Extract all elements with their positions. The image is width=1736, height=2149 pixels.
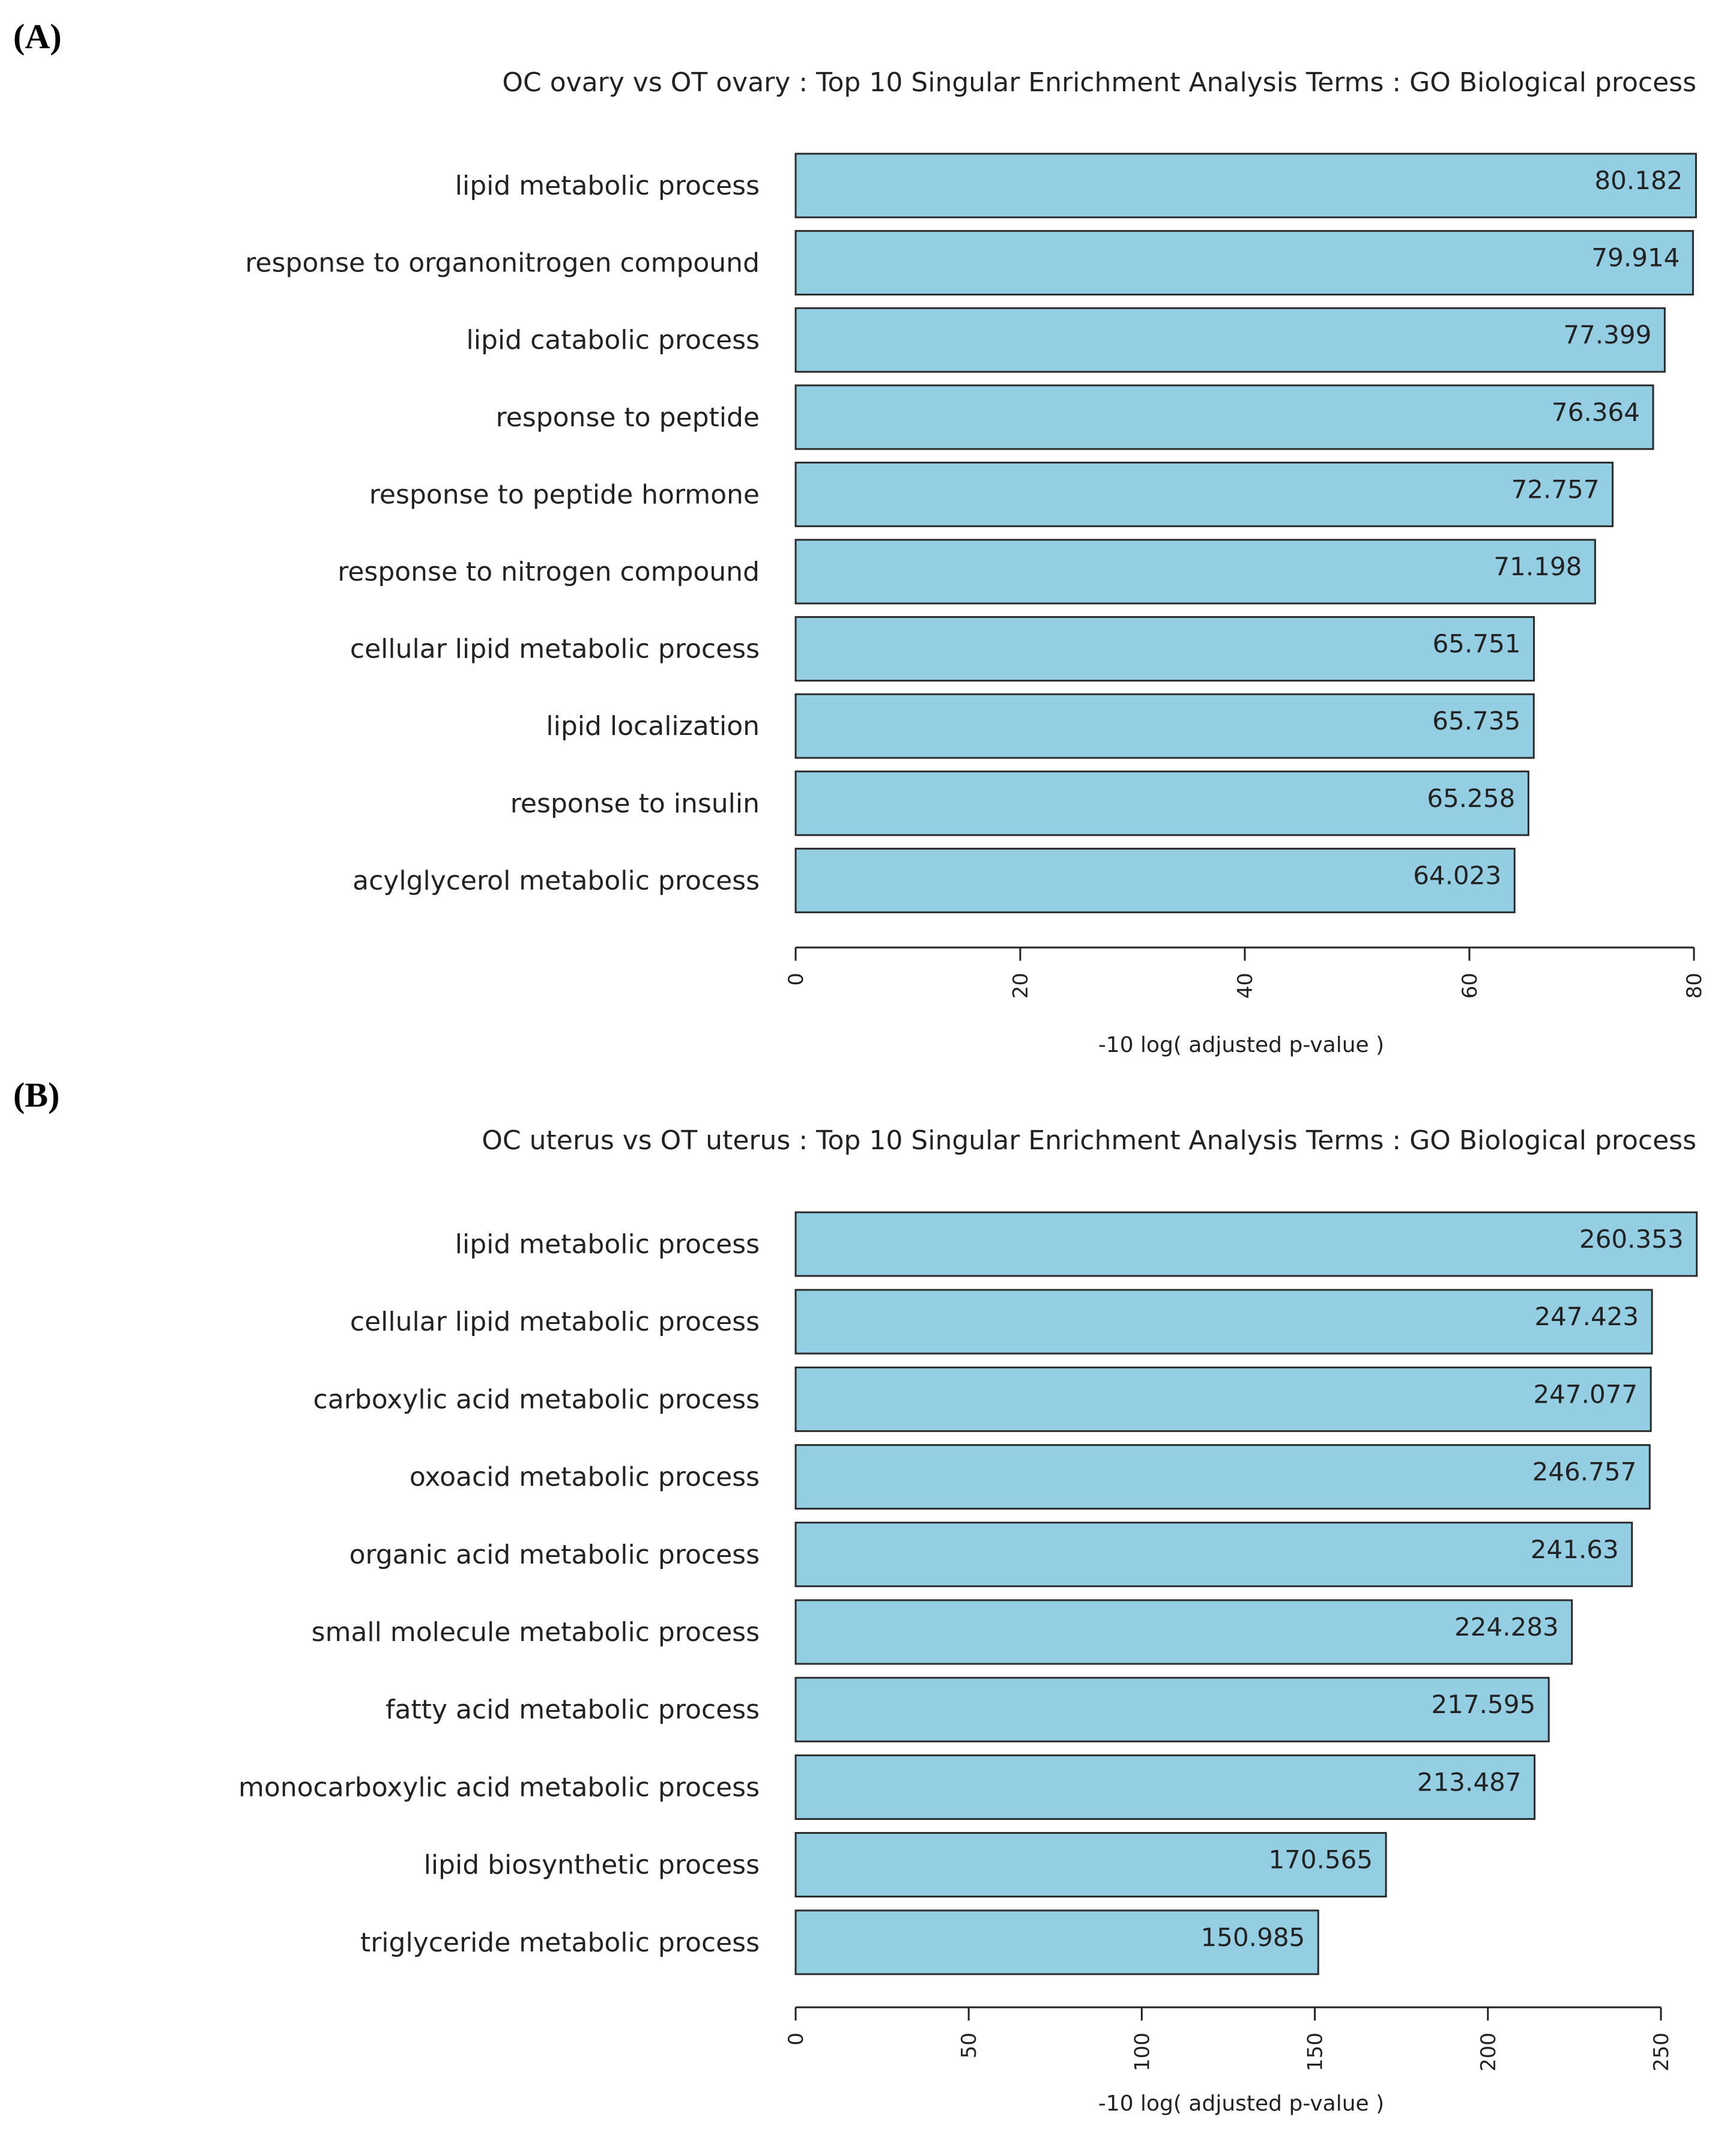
value-label-a-10: 64.023: [1413, 860, 1501, 890]
value-label-b-6: 224.283: [1454, 1612, 1559, 1642]
bar-b-4: [794, 1444, 1651, 1510]
chart-panel-a: lipid metabolic process 80.182 response to…: [245, 153, 1707, 999]
category-label-a-6: response to nitrogen compound: [337, 557, 760, 587]
value-label-a-2: 79.914: [1591, 243, 1680, 273]
category-label-b-4: oxoacid metabolic process: [410, 1462, 760, 1493]
value-label-a-8: 65.735: [1432, 706, 1520, 736]
category-label-a-5: response to peptide hormone: [369, 479, 760, 510]
value-label-a-5: 72.757: [1511, 474, 1600, 504]
value-label-b-4: 246.757: [1532, 1457, 1637, 1487]
value-label-b-2: 247.423: [1534, 1302, 1639, 1331]
panel-label-b: (B): [13, 1075, 59, 1114]
category-label-a-4: response to peptide: [496, 402, 760, 433]
bar-b-10: [794, 1909, 1319, 1975]
x-axis-label-a: -10 log( adjusted p-value ): [1098, 1033, 1384, 1057]
value-label-a-3: 77.399: [1563, 320, 1651, 349]
bar-b-2: [794, 1289, 1653, 1355]
bar-a-3: [794, 307, 1666, 373]
x-tick-label-a-5: 80: [1683, 973, 1707, 999]
category-label-a-3: lipid catabolic process: [467, 325, 760, 355]
value-label-b-3: 247.077: [1533, 1379, 1638, 1409]
x-tick-label-a-2: 20: [1009, 973, 1033, 999]
x-tick-label-a-3: 40: [1233, 973, 1257, 999]
value-label-b-5: 241.63: [1531, 1535, 1619, 1564]
bar-a-6: [794, 539, 1596, 605]
x-tick-label-a-4: 60: [1458, 973, 1482, 999]
chart-title-b: OC uterus vs OT uterus : Top 10 Singular…: [482, 1125, 1696, 1156]
category-label-b-9: lipid biosynthetic process: [424, 1850, 760, 1881]
bar-a-1: [794, 153, 1697, 219]
value-label-b-9: 170.565: [1268, 1845, 1373, 1875]
value-label-b-10: 150.985: [1201, 1923, 1305, 1952]
x-axis-label-b: -10 log( adjusted p-value ): [1098, 2091, 1384, 2116]
category-label-a-10: acylglycerol metabolic process: [352, 865, 760, 896]
x-tick-label-a-1: 0: [784, 973, 808, 986]
value-label-a-4: 76.364: [1552, 397, 1640, 427]
x-tick-label-b-1: 0: [784, 2033, 808, 2046]
category-label-a-9: response to insulin: [510, 788, 760, 819]
bar-b-7: [794, 1676, 1550, 1742]
x-tick-label-b-2: 50: [957, 2033, 981, 2058]
x-tick-label-b-6: 250: [1650, 2033, 1674, 2072]
bar-b-9: [794, 1832, 1387, 1898]
category-label-a-7: cellular lipid metabolic process: [350, 634, 760, 665]
value-label-a-6: 71.198: [1493, 552, 1582, 581]
category-label-b-7: fatty acid metabolic process: [386, 1694, 760, 1725]
category-label-b-10: triglyceride metabolic process: [360, 1927, 760, 1958]
value-label-b-8: 213.487: [1417, 1767, 1522, 1797]
bar-a-4: [794, 384, 1654, 450]
category-label-a-8: lipid localization: [546, 711, 760, 742]
bar-a-7: [794, 616, 1535, 682]
x-tick-label-b-4: 150: [1304, 2033, 1328, 2072]
bar-a-10: [794, 847, 1516, 913]
value-label-b-1: 260.353: [1579, 1224, 1684, 1254]
x-tick-label-b-5: 200: [1477, 2033, 1501, 2072]
bar-b-5: [794, 1522, 1633, 1588]
value-label-b-7: 217.595: [1432, 1690, 1536, 1719]
value-label-a-9: 65.258: [1427, 784, 1515, 813]
bar-a-2: [794, 230, 1694, 296]
value-label-a-7: 65.751: [1433, 629, 1521, 659]
bar-b-8: [794, 1754, 1536, 1820]
category-label-b-6: small molecule metabolic process: [312, 1617, 760, 1648]
value-label-a-1: 80.182: [1594, 166, 1683, 195]
bar-b-3: [794, 1366, 1652, 1432]
bar-b-1: [794, 1211, 1698, 1277]
category-label-b-8: monocarboxylic acid metabolic process: [238, 1772, 760, 1803]
category-label-b-3: carboxylic acid metabolic process: [313, 1384, 760, 1415]
category-label-a-2: response to organonitrogen compound: [245, 248, 760, 279]
x-tick-label-b-3: 100: [1130, 2033, 1154, 2072]
bar-a-8: [794, 693, 1535, 759]
chart-panel-b: lipid metabolic process 260.353 cellular l…: [238, 1211, 1698, 2072]
bar-b-6: [794, 1599, 1573, 1665]
category-label-b-1: lipid metabolic process: [455, 1229, 760, 1260]
category-label-a-1: lipid metabolic process: [455, 171, 760, 201]
bar-a-5: [794, 461, 1614, 527]
category-label-b-2: cellular lipid metabolic process: [350, 1307, 760, 1337]
bar-a-9: [794, 770, 1529, 836]
panel-label-a: (A): [13, 17, 62, 56]
category-label-b-5: organic acid metabolic process: [349, 1540, 760, 1570]
chart-title-a: OC ovary vs OT ovary : Top 10 Singular E…: [502, 67, 1696, 98]
